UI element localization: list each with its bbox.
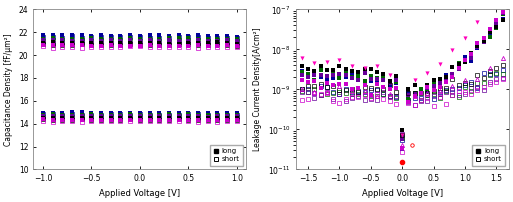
Y-axis label: Leakage Current Density[A/cm²]: Leakage Current Density[A/cm²] [253,28,262,151]
Legend: long, short: long, short [210,145,243,166]
X-axis label: Applied Voltage [V]: Applied Voltage [V] [362,189,443,198]
X-axis label: Applied Voltage [V]: Applied Voltage [V] [100,189,181,198]
Y-axis label: Capacitance Density [fF/μm²]: Capacitance Density [fF/μm²] [4,33,13,146]
Legend: long, short: long, short [472,145,505,166]
